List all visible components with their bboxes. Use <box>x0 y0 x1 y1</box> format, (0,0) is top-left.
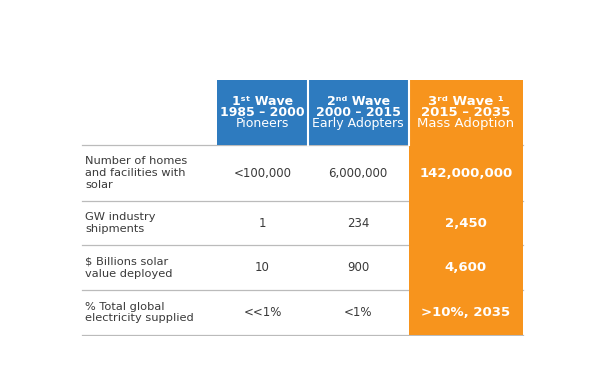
Text: % Total global
electricity supplied: % Total global electricity supplied <box>86 302 194 323</box>
Text: 3ʳᵈ Wave ¹: 3ʳᵈ Wave ¹ <box>428 95 504 108</box>
Bar <box>408 80 523 146</box>
Text: 10: 10 <box>255 261 270 274</box>
Bar <box>408 245 523 290</box>
Text: 2ⁿᵈ Wave: 2ⁿᵈ Wave <box>327 95 390 108</box>
Text: 4,600: 4,600 <box>445 261 487 274</box>
Text: <100,000: <100,000 <box>234 167 291 179</box>
Text: 142,000,000: 142,000,000 <box>419 167 513 179</box>
Bar <box>408 146 523 201</box>
Text: GW industry
shipments: GW industry shipments <box>86 212 156 234</box>
Text: <1%: <1% <box>344 306 372 319</box>
Text: 2,450: 2,450 <box>445 217 487 230</box>
Text: Pioneers: Pioneers <box>236 117 289 130</box>
Text: 1ˢᵗ Wave: 1ˢᵗ Wave <box>232 95 293 108</box>
Text: 2000 – 2015: 2000 – 2015 <box>316 106 401 119</box>
Text: Number of homes
and facilities with
solar: Number of homes and facilities with sola… <box>86 156 188 190</box>
Bar <box>308 80 408 146</box>
Bar <box>217 80 308 146</box>
Text: Mass Adoption: Mass Adoption <box>417 117 514 130</box>
Text: 900: 900 <box>347 261 369 274</box>
Text: <<1%: <<1% <box>243 306 281 319</box>
Text: Early Adopters: Early Adopters <box>312 117 404 130</box>
Text: 6,000,000: 6,000,000 <box>329 167 388 179</box>
Text: 1985 – 2000: 1985 – 2000 <box>220 106 305 119</box>
Bar <box>408 290 523 335</box>
Text: >10%, 2035: >10%, 2035 <box>421 306 510 319</box>
Text: $ Billions solar
value deployed: $ Billions solar value deployed <box>86 257 173 279</box>
Text: 1: 1 <box>258 217 266 230</box>
Bar <box>408 201 523 245</box>
Text: 2015 – 2035: 2015 – 2035 <box>421 106 510 119</box>
Text: 234: 234 <box>347 217 369 230</box>
